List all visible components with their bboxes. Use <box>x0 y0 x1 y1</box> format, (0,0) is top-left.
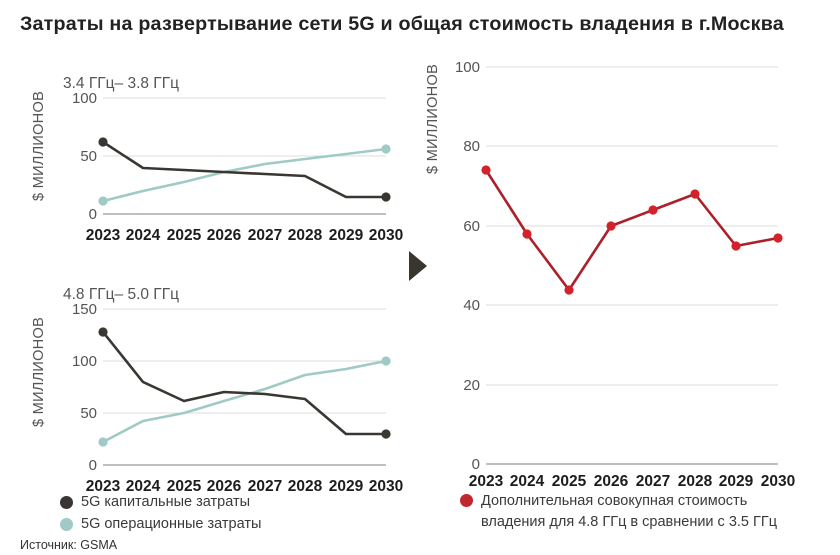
svg-text:2026: 2026 <box>594 473 629 490</box>
svg-text:60: 60 <box>463 218 480 235</box>
svg-text:2029: 2029 <box>719 473 754 490</box>
svg-text:2025: 2025 <box>552 473 587 490</box>
svg-text:20: 20 <box>463 377 480 394</box>
svg-text:40: 40 <box>463 297 480 314</box>
svg-text:100: 100 <box>455 59 480 76</box>
svg-text:2030: 2030 <box>761 473 795 490</box>
svg-text:2027: 2027 <box>636 473 670 490</box>
svg-text:0: 0 <box>472 456 480 473</box>
svg-text:2023: 2023 <box>469 473 504 490</box>
svg-text:80: 80 <box>463 138 480 155</box>
svg-text:2028: 2028 <box>678 473 713 490</box>
svg-text:2024: 2024 <box>510 473 545 490</box>
